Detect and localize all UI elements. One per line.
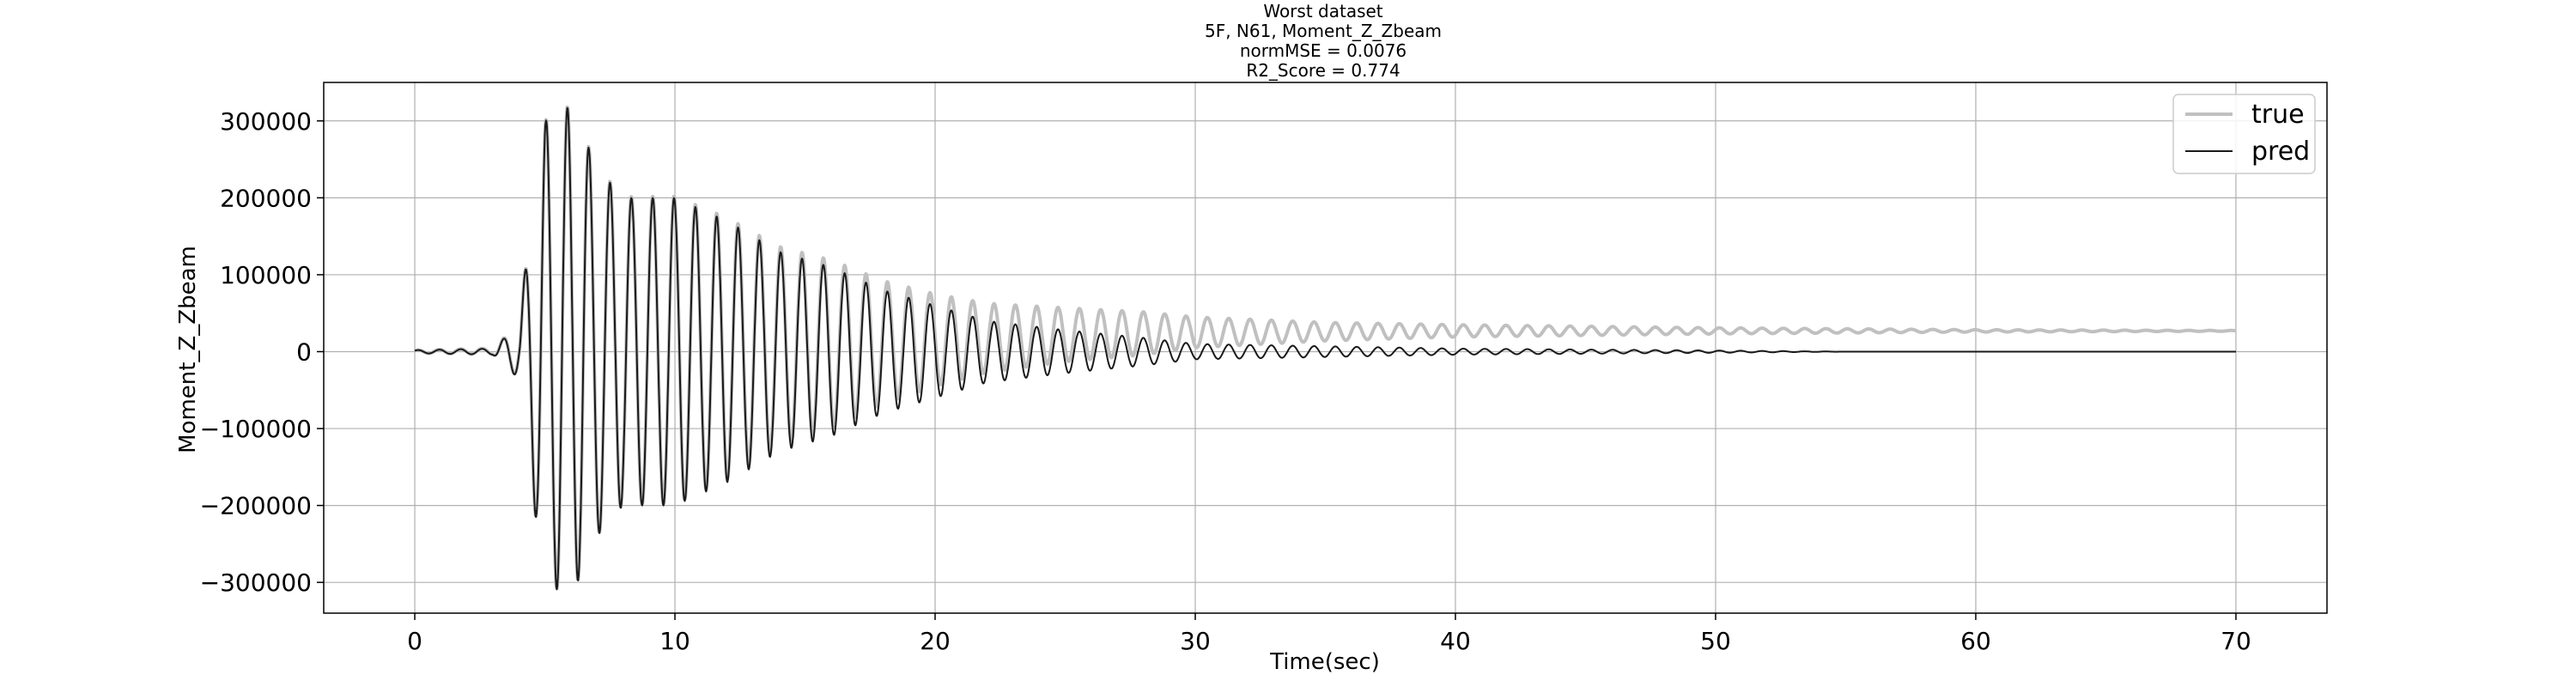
y-axis-label: Moment_Z_Zbeam [175, 246, 201, 453]
x-tick-label: 10 [659, 627, 690, 655]
x-axis-label: Time(sec) [1269, 649, 1380, 675]
x-tick-label: 0 [407, 627, 422, 655]
series-line-pred [414, 106, 2237, 591]
title-line-2: 5F, N61, Moment_Z_Zbeam [1205, 21, 1442, 41]
legend-label-true: true [2251, 100, 2305, 130]
title-line-1: Worst dataset [1263, 1, 1382, 21]
x-tick-label: 20 [920, 627, 951, 655]
y-tick-label: 100000 [220, 261, 312, 289]
title-line-3: normMSE = 0.0076 [1240, 40, 1406, 61]
x-tick-label: 40 [1440, 627, 1471, 655]
legend-label-pred: pred [2251, 137, 2310, 167]
x-tick-label: 30 [1180, 627, 1211, 655]
x-tick-label: 70 [2221, 627, 2251, 655]
plot-area [413, 105, 2238, 591]
y-tick-label: −300000 [200, 568, 312, 597]
x-tick-label: 50 [1700, 627, 1731, 655]
y-tick-label: −100000 [200, 415, 312, 443]
y-tick-label: −200000 [200, 492, 312, 520]
axis-ticks: 0 10 20 30 40 50 60 70 −300000 −200000 −100000 0 100… [200, 107, 2251, 655]
plot-frame [323, 82, 2328, 614]
legend: true pred [2172, 94, 2316, 174]
y-tick-label: 200000 [220, 184, 312, 212]
title-line-4: R2_Score = 0.774 [1246, 60, 1400, 81]
y-tick-label: 300000 [220, 107, 312, 136]
x-tick-label: 60 [1960, 627, 1991, 655]
grid [324, 82, 2327, 613]
chart-title: Worst dataset 5F, N61, Moment_Z_Zbeam no… [1205, 1, 1442, 81]
series-line-true [413, 105, 2238, 591]
y-tick-label: 0 [296, 337, 312, 366]
